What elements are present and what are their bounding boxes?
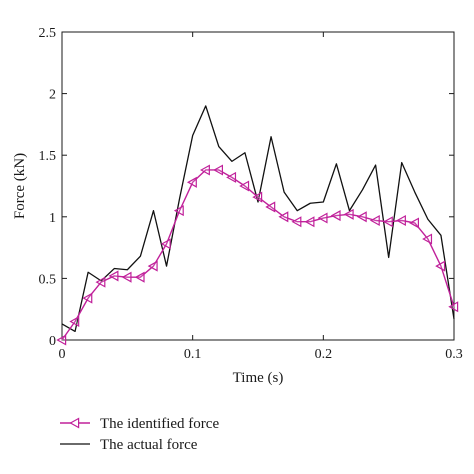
legend-marker-identified-force (69, 417, 80, 429)
plot-frame (61, 31, 455, 341)
identified-force-point (82, 292, 93, 304)
y-tick-label: 1.5 (39, 149, 57, 164)
legend: The identified force The actual force (60, 416, 219, 453)
identified-force-point (382, 216, 393, 228)
identified-force-point (226, 171, 237, 183)
identified-force-point (108, 270, 119, 282)
identified-force-point (422, 233, 433, 245)
identified-force-point (330, 210, 341, 222)
identified-force-point (252, 191, 263, 203)
series-line-identified-force (61, 169, 455, 341)
identified-force-point (186, 176, 197, 188)
legend-label-identified-force: The identified force (100, 416, 219, 432)
y-tick-label: 2.5 (39, 26, 57, 41)
identified-force-point (173, 205, 184, 217)
identified-force-point (95, 276, 106, 288)
y-tick-label: 0.5 (39, 272, 57, 287)
legend-label-actual-force: The actual force (100, 437, 198, 453)
x-tick-label: 0.3 (445, 347, 463, 362)
identified-force-point (160, 238, 171, 250)
identified-force-point (409, 217, 419, 229)
identified-force-point (448, 301, 459, 313)
identified-force-point (213, 164, 223, 176)
identified-force-point (395, 214, 406, 227)
y-axis-label: Force (kN) (12, 153, 28, 219)
legend-item-identified-force (60, 417, 90, 429)
series-line-actual-force (61, 105, 455, 333)
x-ticks: 0 0.1 0.2 0.3 (59, 32, 463, 362)
identified-force-point (356, 211, 367, 223)
identified-force-point (304, 216, 315, 228)
identified-force-point (147, 260, 158, 272)
identified-force-point (199, 164, 210, 176)
x-tick-label: 0.1 (184, 347, 202, 362)
identified-force-point (291, 216, 302, 228)
x-tick-label: 0 (59, 347, 66, 362)
identified-force-point (265, 201, 276, 213)
x-tick-label: 0.2 (315, 347, 333, 362)
identified-force-point (369, 214, 380, 227)
identified-force-point (435, 260, 446, 272)
y-tick-label: 1 (49, 211, 56, 226)
identified-force-point (121, 271, 132, 283)
identified-force-point (134, 271, 145, 283)
y-ticks: 0 0.5 1 1.5 2 2.5 (39, 26, 454, 349)
x-axis-label: Time (s) (233, 370, 284, 386)
identified-force-point (56, 334, 67, 346)
identified-force-point (69, 316, 80, 328)
identified-force-point (317, 212, 328, 224)
series-layer (56, 105, 459, 346)
identified-force-point (239, 180, 250, 192)
y-tick-label: 0 (49, 334, 56, 349)
identified-force-point (343, 208, 354, 220)
y-tick-label: 2 (49, 88, 56, 103)
identified-force-point (278, 211, 289, 223)
